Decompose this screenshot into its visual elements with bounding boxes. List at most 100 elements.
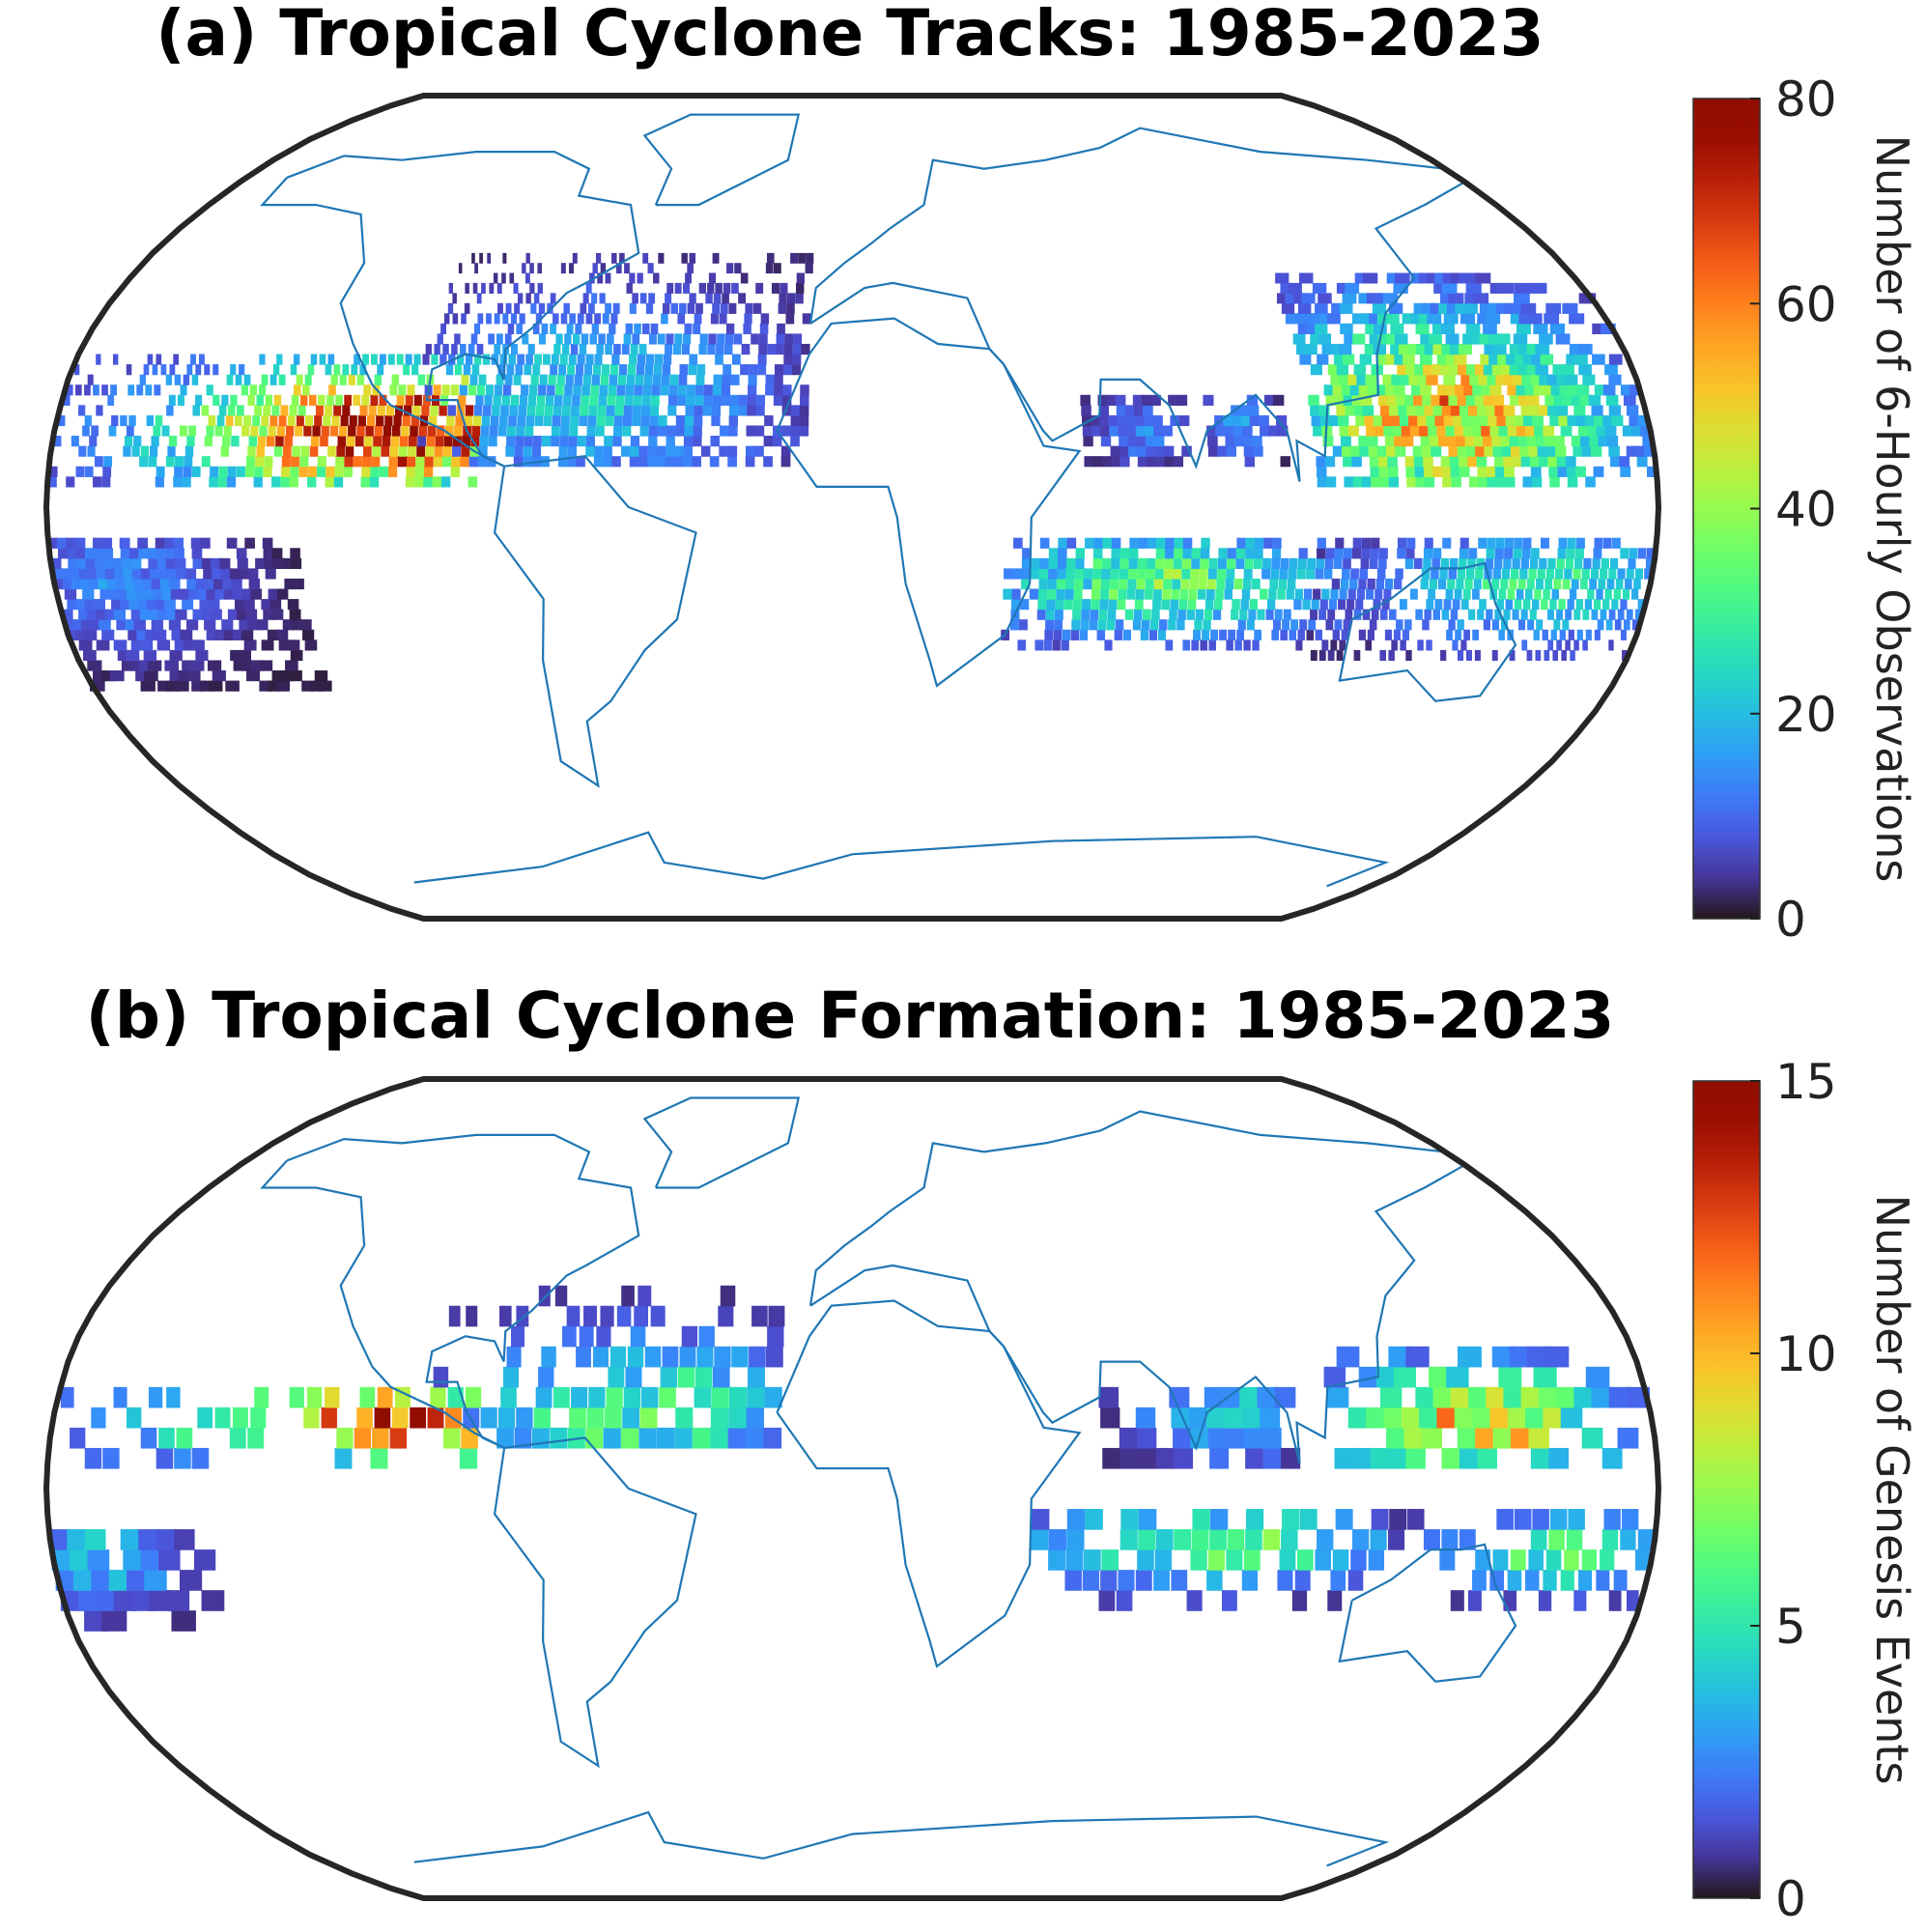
- heat-cell: [1481, 384, 1493, 396]
- heat-cell: [1119, 1529, 1138, 1550]
- heat-cell: [1170, 599, 1179, 611]
- heat-cell: [1536, 436, 1547, 447]
- heat-cell: [226, 374, 234, 385]
- heat-cell: [480, 425, 490, 437]
- heat-cell: [446, 414, 455, 427]
- heat-cell: [1619, 456, 1630, 468]
- heat-cell: [1472, 384, 1485, 396]
- heat-cell: [657, 425, 667, 437]
- heat-cell: [1085, 537, 1094, 549]
- heat-cell: [1162, 588, 1171, 600]
- heat-cell: [70, 1427, 86, 1449]
- heat-cell: [1443, 313, 1459, 325]
- heat-cell: [1455, 384, 1467, 396]
- heat-cell: [1582, 374, 1596, 385]
- heat-cell: [1486, 466, 1497, 477]
- heat-cell: [1165, 537, 1175, 549]
- heat-cell: [412, 405, 421, 416]
- heat-cell: [171, 629, 184, 640]
- heat-cell: [90, 619, 102, 631]
- heat-cell: [1319, 599, 1328, 611]
- heat-cell: [1637, 414, 1650, 427]
- heat-cell: [1155, 456, 1166, 468]
- heat-cell: [258, 384, 267, 396]
- heat-cell: [766, 252, 775, 264]
- heat-cell: [1549, 414, 1562, 427]
- heat-cell: [507, 425, 516, 437]
- heat-cell: [199, 599, 212, 611]
- heat-cell: [191, 639, 205, 651]
- heat-cell: [1057, 568, 1066, 580]
- heat-cell: [1491, 394, 1505, 406]
- heat-cell: [1488, 333, 1502, 345]
- heat-cell: [757, 354, 767, 365]
- heat-cell: [522, 263, 526, 274]
- heat-cell: [291, 456, 300, 468]
- heat-cell: [99, 588, 112, 600]
- heat-cell: [1550, 629, 1557, 640]
- heat-cell: [1382, 293, 1399, 304]
- heat-cell: [241, 629, 254, 640]
- heat-cell: [220, 568, 232, 580]
- heat-cell: [1362, 405, 1374, 416]
- heat-cell: [1282, 1509, 1300, 1530]
- heat-cell: [1440, 557, 1450, 569]
- heat-cell: [1096, 629, 1106, 640]
- heat-cell: [1225, 578, 1234, 590]
- heat-cell: [1584, 599, 1593, 611]
- heat-cell: [229, 568, 241, 580]
- heat-cell: [1423, 456, 1433, 468]
- heat-cell: [1327, 609, 1336, 620]
- heat-cell: [1620, 599, 1628, 611]
- heat-cell: [1098, 405, 1110, 416]
- heat-cell: [683, 445, 693, 457]
- heat-cell: [381, 445, 390, 457]
- heat-cell: [1334, 1447, 1354, 1469]
- heat-cell: [666, 333, 674, 345]
- heat-cell: [1575, 599, 1583, 611]
- heat-cell: [206, 629, 219, 640]
- heat-cell: [632, 405, 641, 416]
- heat-cell: [191, 1447, 210, 1469]
- colorbar-tick-label: 0: [1775, 892, 1806, 948]
- heat-cell: [1525, 588, 1533, 600]
- heat-cell: [1204, 609, 1213, 620]
- heat-cell: [481, 282, 486, 294]
- heat-cell: [1152, 599, 1161, 611]
- heat-cell: [677, 1366, 695, 1388]
- heat-cell: [1083, 568, 1093, 580]
- heat-cell: [1392, 425, 1403, 437]
- heat-cell: [1319, 414, 1332, 427]
- heat-cell: [1108, 599, 1118, 611]
- heat-cell: [1475, 568, 1484, 580]
- heat-cell: [555, 384, 564, 396]
- heat-cell: [1601, 1529, 1619, 1550]
- heat-cell: [204, 364, 211, 376]
- heat-cell: [47, 537, 59, 549]
- heat-cell: [1209, 1529, 1227, 1550]
- heat-cell: [727, 445, 738, 457]
- heat-cell: [1478, 374, 1490, 385]
- heat-cell: [184, 568, 197, 580]
- heat-cell: [130, 1590, 155, 1611]
- heat-cell: [1386, 333, 1400, 345]
- heat-cell: [213, 364, 219, 376]
- heat-cell: [1406, 537, 1416, 549]
- heat-cell: [1500, 619, 1509, 631]
- heat-cell: [450, 384, 459, 396]
- heat-cell: [1377, 394, 1390, 406]
- heat-cell: [148, 1590, 173, 1611]
- heat-cell: [225, 414, 234, 427]
- heat-cell: [231, 436, 240, 447]
- heat-cell: [748, 374, 757, 385]
- heat-cell: [723, 364, 732, 376]
- heat-cell: [1111, 557, 1120, 569]
- heat-cell: [1141, 394, 1152, 406]
- heat-cell: [87, 1549, 110, 1571]
- heat-cell: [1253, 557, 1262, 569]
- heat-cell: [344, 394, 352, 406]
- heat-cell: [588, 1386, 606, 1408]
- heat-cell: [1469, 374, 1482, 385]
- heat-cell: [454, 364, 463, 376]
- heat-cell: [1294, 588, 1304, 600]
